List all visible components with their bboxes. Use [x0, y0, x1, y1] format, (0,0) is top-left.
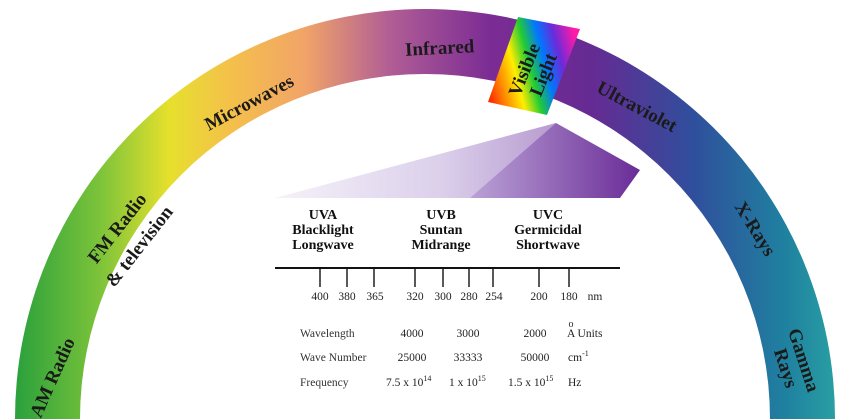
label-infrared: Infrared: [405, 36, 476, 61]
tick-label-254: 254: [485, 291, 503, 303]
wave-number-uva: 25000: [398, 352, 427, 364]
wavelength-uvc: 2000: [524, 328, 547, 340]
frequency-uva: 7.5 x 1014: [386, 374, 431, 389]
uvb-title: UVB Suntan Midrange: [411, 208, 470, 253]
row-label-wave-number: Wave Number: [300, 352, 367, 364]
row-label-frequency: Frequency: [300, 377, 349, 389]
tick-label-280: 280: [460, 291, 478, 303]
wavelength-uva: 4000: [401, 328, 424, 340]
scale-unit: nm: [588, 291, 603, 303]
wave-number-uvc: 50000: [521, 352, 550, 364]
tick-label-180: 180: [560, 291, 578, 303]
tick-label-365: 365: [366, 291, 384, 303]
visible-light-band: [488, 17, 580, 115]
frequency-uvc: 1.5 x 1015: [508, 374, 553, 389]
wavelength-unit: A Units: [567, 328, 603, 340]
svg-text:UVC: UVC: [533, 208, 563, 223]
frequency-uvb: 1 x 1015: [449, 374, 486, 389]
row-label-wavelength: Wavelength: [300, 328, 355, 340]
row-wave-number: Wave Number 25000 33333 50000 cm-1: [300, 349, 589, 364]
tick-label-200: 200: [530, 291, 548, 303]
wave-number-unit: cm-1: [568, 349, 589, 364]
tick-label-380: 380: [338, 291, 356, 303]
tick-label-400: 400: [311, 291, 329, 303]
wavelength-unit-mark: o: [569, 319, 574, 330]
svg-text:UVB: UVB: [426, 208, 456, 223]
uvc-title: UVC Germicidal Shortwave: [514, 208, 582, 253]
spectrum-arc: [15, 9, 835, 419]
svg-text:Shortwave: Shortwave: [516, 238, 580, 253]
uv-fan: [275, 123, 640, 198]
tick-label-320: 320: [406, 291, 424, 303]
svg-text:Blacklight: Blacklight: [292, 223, 354, 238]
svg-text:UVA: UVA: [309, 208, 338, 223]
svg-text:Germicidal: Germicidal: [514, 223, 582, 238]
scale-tick-labels: 400 380 365 320 300 280 254 200 180 nm: [311, 291, 602, 303]
svg-text:Longwave: Longwave: [292, 238, 353, 253]
wave-number-uvb: 33333: [454, 352, 483, 364]
uva-title: UVA Blacklight Longwave: [292, 208, 354, 253]
svg-text:Suntan: Suntan: [420, 223, 463, 238]
frequency-unit: Hz: [568, 377, 581, 389]
wavelength-uvb: 3000: [457, 328, 480, 340]
scale-ticks: [319, 268, 570, 287]
uv-fan-highlight: [275, 123, 556, 198]
row-frequency: Frequency 7.5 x 1014 1 x 1015 1.5 x 1015…: [300, 374, 581, 389]
row-wavelength: Wavelength 4000 3000 2000 o A Units: [300, 319, 603, 340]
tick-label-300: 300: [434, 291, 452, 303]
svg-text:Midrange: Midrange: [411, 238, 470, 253]
